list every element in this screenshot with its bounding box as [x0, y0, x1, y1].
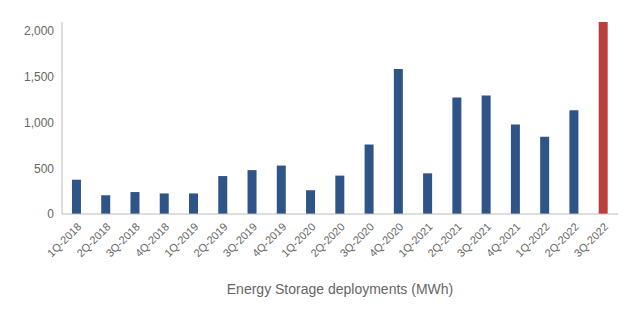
- svg-text:3Q-2019: 3Q-2019: [220, 220, 260, 260]
- svg-text:1Q-2018: 1Q-2018: [44, 220, 84, 260]
- svg-text:2Q-2021: 2Q-2021: [425, 220, 464, 260]
- svg-text:1Q-2019: 1Q-2019: [161, 220, 201, 260]
- svg-text:3Q-2020: 3Q-2020: [337, 220, 377, 260]
- svg-text:1,000: 1,000: [24, 116, 54, 130]
- svg-text:2Q-2022: 2Q-2022: [542, 220, 581, 260]
- svg-text:1,500: 1,500: [24, 70, 54, 84]
- svg-text:2Q-2019: 2Q-2019: [191, 220, 230, 260]
- svg-text:4Q-2020: 4Q-2020: [366, 220, 406, 260]
- svg-text:2Q-2020: 2Q-2020: [308, 220, 347, 260]
- svg-text:3Q-2021: 3Q-2021: [454, 220, 494, 260]
- svg-text:1Q-2020: 1Q-2020: [278, 220, 318, 260]
- svg-text:4Q-2018: 4Q-2018: [132, 220, 172, 260]
- svg-text:4Q-2019: 4Q-2019: [249, 220, 289, 260]
- svg-text:2Q-2018: 2Q-2018: [74, 220, 113, 260]
- svg-text:3Q-2022: 3Q-2022: [572, 220, 611, 259]
- svg-text:0: 0: [47, 207, 54, 221]
- svg-text:2,000: 2,000: [24, 24, 54, 38]
- svg-text:1Q-2022: 1Q-2022: [513, 220, 552, 260]
- svg-text:Energy Storage deployments (MW: Energy Storage deployments (MWh): [227, 281, 453, 297]
- svg-text:1Q-2021: 1Q-2021: [396, 220, 435, 260]
- svg-text:3Q-2018: 3Q-2018: [103, 220, 143, 260]
- svg-text:500: 500: [34, 162, 54, 176]
- svg-text:4Q-2021: 4Q-2021: [483, 220, 523, 260]
